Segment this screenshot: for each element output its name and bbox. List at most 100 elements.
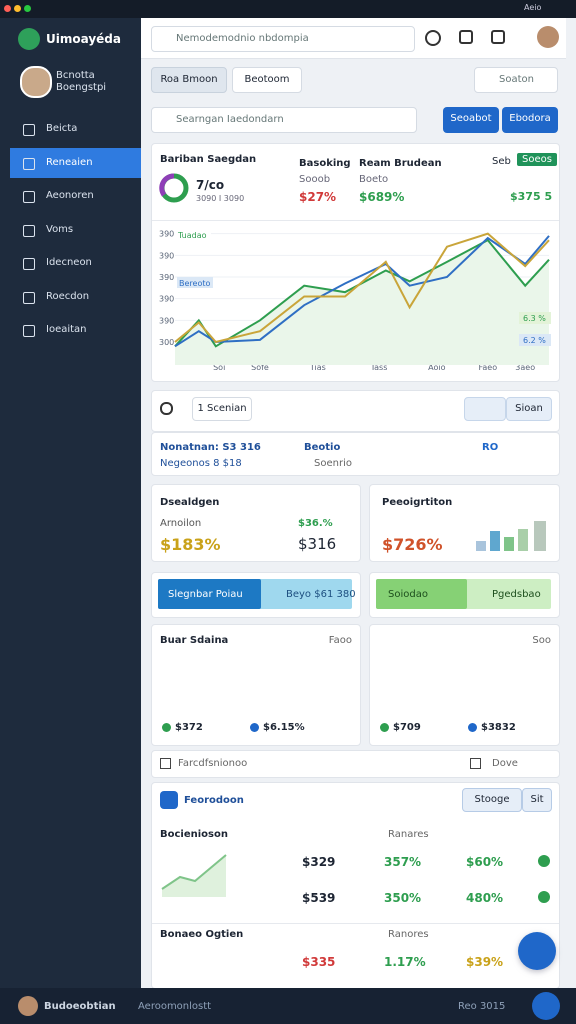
cell: $60% — [466, 855, 504, 869]
fab[interactable] — [518, 932, 556, 970]
legend-dot — [250, 723, 259, 732]
progress: Soiodao Pgedsbao — [369, 572, 560, 618]
legend-label: $372 — [175, 722, 203, 733]
value: $726% — [382, 535, 443, 554]
select[interactable]: Soaton — [474, 67, 558, 93]
legend-dot — [162, 723, 171, 732]
donut — [159, 173, 189, 203]
donut-sub: 3090 I 3090 — [196, 194, 245, 203]
button[interactable]: Sioan — [506, 397, 552, 421]
end-label-bg — [519, 334, 551, 346]
button[interactable]: Stooge — [462, 788, 522, 812]
table-card: Feorodoon Stooge Sit Bocienioson Ranares $… — [151, 782, 560, 989]
stat-sub: Sooob — [299, 174, 331, 185]
legend-label: Tuadao — [177, 231, 207, 240]
header: Nemodemodnio nbdompia — [141, 18, 566, 59]
nav-item[interactable]: Voms — [10, 215, 141, 245]
stat-sub: Boeto — [359, 174, 389, 185]
nav-icon — [23, 157, 35, 170]
amount: $316 — [298, 535, 337, 553]
legend-label: $3832 — [481, 722, 516, 733]
progress: Slegnbar Poiau Beyo $61 380 — [151, 572, 361, 618]
text: Negeonos 8 $18 — [160, 458, 242, 469]
nav-item[interactable]: Ioeaitan — [10, 315, 141, 345]
y-tick-label: 390 — [159, 273, 174, 282]
cell: 1.17% — [384, 955, 426, 969]
nav-item[interactable]: Reneaien — [10, 147, 141, 178]
x-tick-label: Soi — [213, 363, 225, 372]
label: Arnoilon — [160, 518, 202, 529]
text: Dove — [492, 758, 518, 769]
legend-label: $6.15% — [263, 722, 305, 733]
legend-dot — [380, 723, 389, 732]
text: Slegnbar Poiau — [168, 589, 243, 600]
nav-item[interactable]: Roecdon — [10, 282, 141, 312]
y-tick-label: 390 — [159, 230, 174, 239]
nav-label: Roecdon — [46, 290, 90, 302]
line — [174, 238, 550, 348]
cell: $539 — [302, 891, 336, 905]
tab[interactable]: Roa Bmoon — [151, 67, 227, 93]
side-label: Seb — [492, 156, 511, 167]
nav-label: Idecneon — [46, 257, 92, 268]
title: Peeoigrtiton — [382, 497, 453, 508]
legend-label: Bereoto — [179, 279, 210, 288]
bar-card: Buar Sdaina Faoo $372 $6.15% — [151, 624, 361, 746]
cell: 480% — [466, 891, 504, 905]
side-label: Soo — [532, 635, 551, 646]
text: RO — [482, 442, 499, 453]
text: Soiodao — [388, 589, 428, 600]
badge: Soeos — [517, 153, 557, 166]
legend-box — [177, 277, 213, 288]
tab[interactable]: Beotoom — [232, 67, 302, 93]
button[interactable]: Seoabot — [443, 107, 499, 133]
text: Soenrio — [314, 458, 352, 469]
cell: $39% — [466, 955, 504, 969]
nav-item[interactable]: Beicta — [10, 114, 141, 144]
area — [175, 240, 549, 365]
button[interactable]: Sit — [522, 788, 552, 812]
check — [538, 891, 550, 903]
cell: $335 — [302, 955, 336, 969]
nav-label: Aeonoren — [46, 190, 94, 201]
cell: 350% — [384, 891, 422, 905]
nav-label: Reneaien — [46, 156, 93, 168]
x-tick-label: Faeo — [479, 363, 498, 372]
filter[interactable]: 1 Scenian — [192, 397, 252, 421]
text: Aeroomonlostt — [138, 1001, 212, 1012]
cell: $329 — [302, 855, 336, 869]
x-tick-label: Aoio — [428, 363, 445, 372]
nav-icon — [23, 224, 35, 237]
title: Buar Sdaina — [160, 635, 229, 646]
summary: Nonatnan: S3 316 Negeonos 8 $18 Beotio S… — [151, 432, 560, 476]
nav-item[interactable]: Aeonoren — [10, 181, 141, 211]
total: $375 5 — [510, 190, 553, 203]
app-name: Uimoayéda — [46, 32, 121, 46]
x-tick-label: Tias — [309, 363, 326, 372]
text: Reo 3015 — [458, 1001, 506, 1012]
nav-label: Ioeaitan — [46, 324, 87, 335]
stat-label: Ream Brudean — [359, 158, 442, 169]
side-label: Faoo — [328, 635, 352, 646]
button[interactable]: Ebodora — [502, 107, 558, 133]
footer: Budoeobtian Aeroomonlostt Reo 3015 — [0, 988, 576, 1024]
y-tick-label: 390 — [159, 316, 174, 325]
check — [538, 855, 550, 867]
sidebar: Uimoayéda Bcnotta Boengstpi Beicta Reneai… — [0, 18, 141, 988]
stat-value: $689% — [359, 190, 405, 204]
legend-label: $709 — [393, 722, 421, 733]
end-label-bg — [519, 312, 551, 324]
x-tick-label: Sofe — [251, 363, 269, 372]
y-tick-label: 390 — [159, 295, 174, 304]
column-label: Ranares — [388, 829, 429, 840]
y-tick-label: 390 — [159, 251, 174, 260]
text: Beotio — [304, 442, 341, 453]
group-name: Bocienioson — [160, 829, 228, 840]
nav-item[interactable]: Idecneon — [10, 248, 141, 278]
bar-card: Soo $709 $3832 — [369, 624, 560, 746]
filter-bar: 1 Scenian Sioan — [151, 390, 560, 432]
stat-label: Basoking — [299, 158, 351, 169]
search[interactable]: Searngan Iaedondarn — [151, 107, 417, 133]
column-label: Ranores — [388, 929, 429, 940]
search[interactable]: Nemodemodnio nbdompia — [151, 26, 415, 52]
